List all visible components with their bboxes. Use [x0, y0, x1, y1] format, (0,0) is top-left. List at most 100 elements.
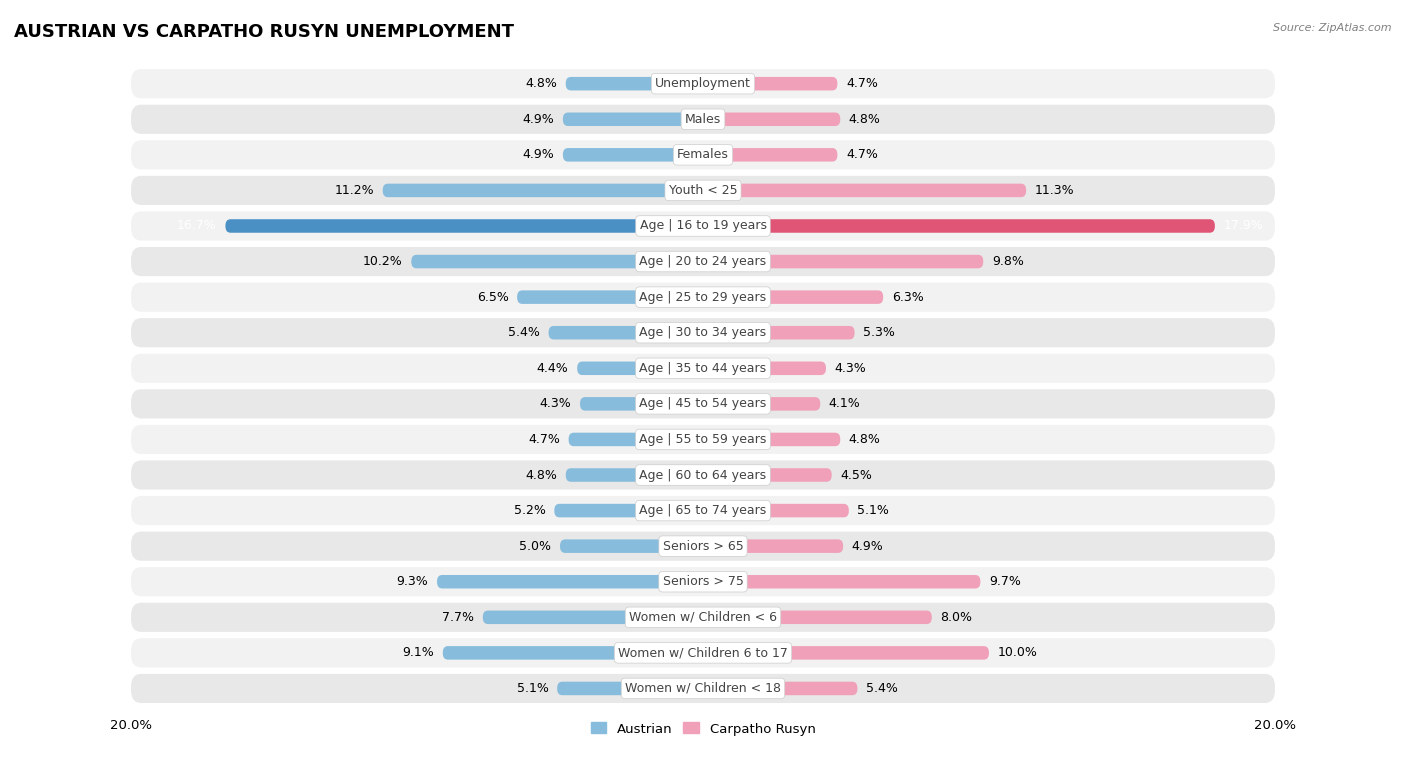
Text: Age | 16 to 19 years: Age | 16 to 19 years [640, 220, 766, 232]
FancyBboxPatch shape [703, 611, 932, 624]
FancyBboxPatch shape [131, 140, 1275, 170]
Text: 11.2%: 11.2% [335, 184, 374, 197]
FancyBboxPatch shape [548, 326, 703, 339]
Text: 9.8%: 9.8% [991, 255, 1024, 268]
FancyBboxPatch shape [703, 184, 1026, 197]
Text: 16.7%: 16.7% [177, 220, 217, 232]
Text: 9.7%: 9.7% [988, 575, 1021, 588]
Text: 17.9%: 17.9% [1223, 220, 1263, 232]
FancyBboxPatch shape [382, 184, 703, 197]
Text: 5.1%: 5.1% [516, 682, 548, 695]
FancyBboxPatch shape [565, 469, 703, 481]
Text: Youth < 25: Youth < 25 [669, 184, 737, 197]
FancyBboxPatch shape [703, 469, 832, 481]
FancyBboxPatch shape [131, 282, 1275, 312]
FancyBboxPatch shape [581, 397, 703, 410]
Text: 4.5%: 4.5% [841, 469, 872, 481]
FancyBboxPatch shape [562, 113, 703, 126]
FancyBboxPatch shape [131, 104, 1275, 134]
Text: 8.0%: 8.0% [941, 611, 973, 624]
FancyBboxPatch shape [703, 113, 841, 126]
FancyBboxPatch shape [703, 397, 820, 410]
Text: Age | 30 to 34 years: Age | 30 to 34 years [640, 326, 766, 339]
Text: 5.2%: 5.2% [513, 504, 546, 517]
Text: Age | 60 to 64 years: Age | 60 to 64 years [640, 469, 766, 481]
FancyBboxPatch shape [703, 291, 883, 304]
FancyBboxPatch shape [560, 540, 703, 553]
Text: 4.7%: 4.7% [846, 77, 877, 90]
Text: 5.3%: 5.3% [863, 326, 896, 339]
Text: 6.3%: 6.3% [891, 291, 924, 304]
Text: 6.5%: 6.5% [477, 291, 509, 304]
FancyBboxPatch shape [703, 504, 849, 517]
Legend: Austrian, Carpatho Rusyn: Austrian, Carpatho Rusyn [585, 717, 821, 741]
FancyBboxPatch shape [131, 318, 1275, 347]
Text: 5.4%: 5.4% [866, 682, 898, 695]
Text: Seniors > 75: Seniors > 75 [662, 575, 744, 588]
Text: 4.9%: 4.9% [852, 540, 883, 553]
FancyBboxPatch shape [703, 220, 1215, 232]
FancyBboxPatch shape [131, 496, 1275, 525]
FancyBboxPatch shape [131, 389, 1275, 419]
Text: 11.3%: 11.3% [1035, 184, 1074, 197]
Text: 4.8%: 4.8% [526, 469, 557, 481]
FancyBboxPatch shape [703, 540, 844, 553]
Text: 4.8%: 4.8% [849, 433, 880, 446]
Text: 5.4%: 5.4% [508, 326, 540, 339]
FancyBboxPatch shape [131, 638, 1275, 668]
Text: Women w/ Children < 6: Women w/ Children < 6 [628, 611, 778, 624]
FancyBboxPatch shape [437, 575, 703, 588]
Text: Males: Males [685, 113, 721, 126]
Text: 4.9%: 4.9% [523, 148, 554, 161]
FancyBboxPatch shape [131, 425, 1275, 454]
Text: Age | 65 to 74 years: Age | 65 to 74 years [640, 504, 766, 517]
FancyBboxPatch shape [225, 220, 703, 232]
Text: 4.8%: 4.8% [849, 113, 880, 126]
FancyBboxPatch shape [131, 603, 1275, 632]
Text: Women w/ Children 6 to 17: Women w/ Children 6 to 17 [619, 646, 787, 659]
FancyBboxPatch shape [131, 211, 1275, 241]
FancyBboxPatch shape [703, 326, 855, 339]
Text: Seniors > 65: Seniors > 65 [662, 540, 744, 553]
FancyBboxPatch shape [443, 646, 703, 659]
FancyBboxPatch shape [131, 176, 1275, 205]
FancyBboxPatch shape [517, 291, 703, 304]
FancyBboxPatch shape [562, 148, 703, 161]
Text: 7.7%: 7.7% [443, 611, 474, 624]
Text: Source: ZipAtlas.com: Source: ZipAtlas.com [1274, 23, 1392, 33]
Text: Age | 55 to 59 years: Age | 55 to 59 years [640, 433, 766, 446]
Text: 4.3%: 4.3% [540, 397, 571, 410]
Text: 4.7%: 4.7% [529, 433, 560, 446]
Text: 9.3%: 9.3% [396, 575, 429, 588]
Text: 10.2%: 10.2% [363, 255, 402, 268]
Text: Unemployment: Unemployment [655, 77, 751, 90]
FancyBboxPatch shape [554, 504, 703, 517]
FancyBboxPatch shape [703, 646, 988, 659]
FancyBboxPatch shape [703, 148, 838, 161]
Text: 4.8%: 4.8% [526, 77, 557, 90]
Text: Age | 25 to 29 years: Age | 25 to 29 years [640, 291, 766, 304]
FancyBboxPatch shape [412, 255, 703, 268]
Text: Women w/ Children < 18: Women w/ Children < 18 [626, 682, 780, 695]
FancyBboxPatch shape [703, 77, 838, 90]
FancyBboxPatch shape [131, 247, 1275, 276]
FancyBboxPatch shape [703, 255, 983, 268]
Text: Females: Females [678, 148, 728, 161]
FancyBboxPatch shape [131, 674, 1275, 703]
FancyBboxPatch shape [568, 433, 703, 446]
FancyBboxPatch shape [703, 433, 841, 446]
FancyBboxPatch shape [703, 575, 980, 588]
Text: 5.1%: 5.1% [858, 504, 890, 517]
FancyBboxPatch shape [578, 362, 703, 375]
FancyBboxPatch shape [557, 682, 703, 695]
Text: 4.9%: 4.9% [523, 113, 554, 126]
Text: 4.3%: 4.3% [835, 362, 866, 375]
Text: 10.0%: 10.0% [997, 646, 1038, 659]
FancyBboxPatch shape [131, 460, 1275, 490]
FancyBboxPatch shape [482, 611, 703, 624]
FancyBboxPatch shape [131, 69, 1275, 98]
Text: 5.0%: 5.0% [519, 540, 551, 553]
FancyBboxPatch shape [131, 531, 1275, 561]
Text: 4.7%: 4.7% [846, 148, 877, 161]
Text: AUSTRIAN VS CARPATHO RUSYN UNEMPLOYMENT: AUSTRIAN VS CARPATHO RUSYN UNEMPLOYMENT [14, 23, 515, 41]
